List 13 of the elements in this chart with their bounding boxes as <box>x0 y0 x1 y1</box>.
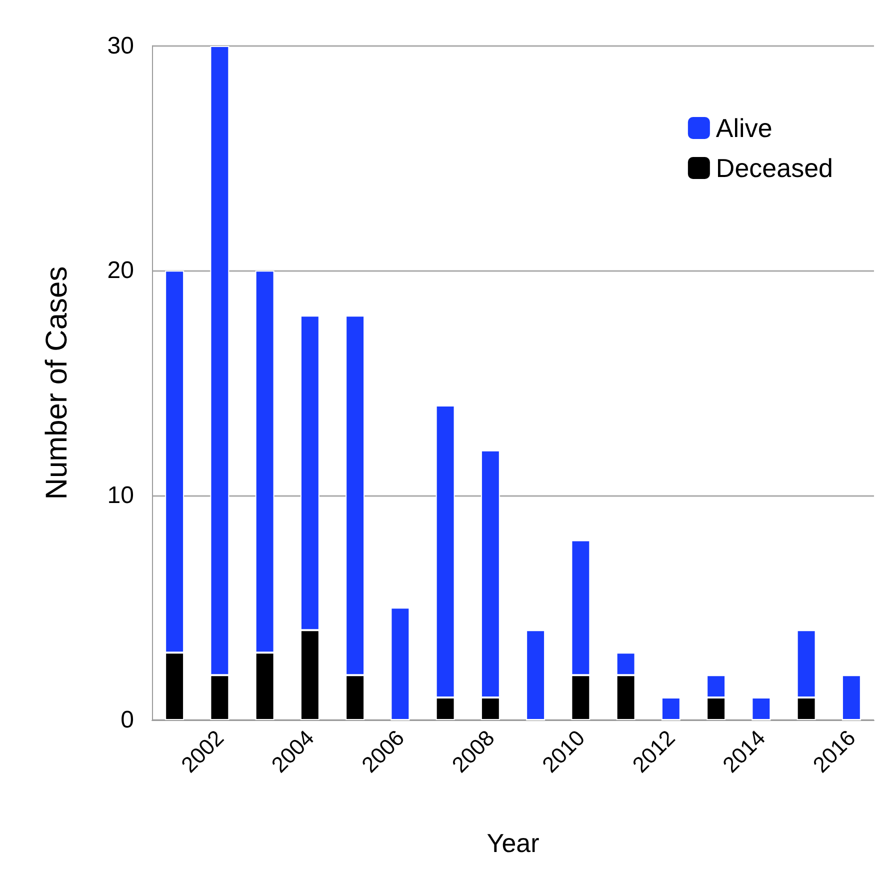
y-tick-label: 30 <box>107 32 134 60</box>
bar <box>842 675 861 720</box>
legend-label: Alive <box>716 113 772 143</box>
bar <box>752 698 771 720</box>
y-tick-label: 10 <box>107 482 134 509</box>
y-axis-title: Number of Cases <box>40 266 74 500</box>
x-axis-title: Year <box>486 828 540 858</box>
legend-label: Deceased <box>716 153 833 183</box>
bar <box>526 630 546 720</box>
y-tick-label: 0 <box>120 706 134 734</box>
bar <box>661 698 680 720</box>
bar <box>390 608 410 720</box>
y-tick-label: 20 <box>107 257 134 284</box>
